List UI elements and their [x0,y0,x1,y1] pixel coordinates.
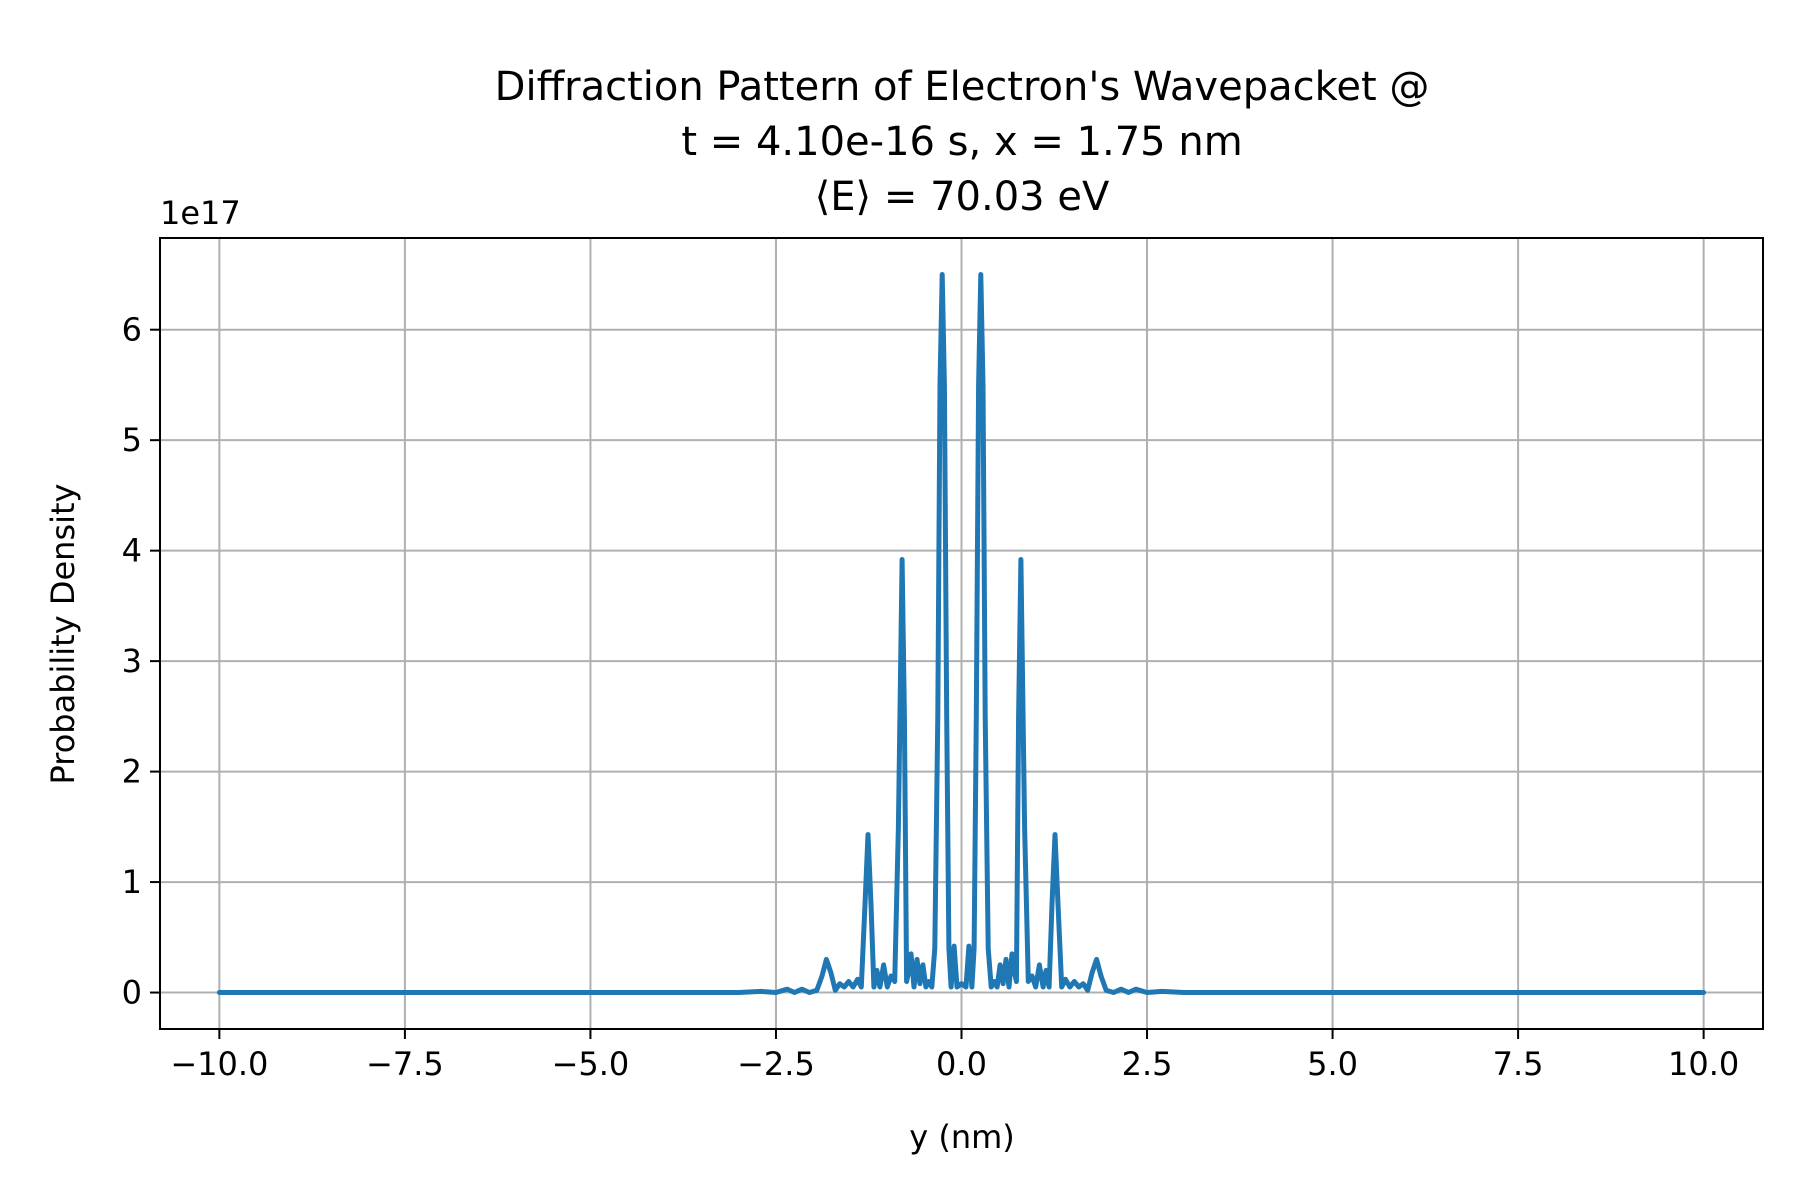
x-tick-label: 2.5 [1122,1045,1173,1083]
y-tick-label: 2 [122,753,142,791]
chart-title-line-3: ⟨E⟩ = 70.03 eV [815,174,1110,220]
y-axis-label: Probability Density [44,484,82,785]
y-tick-label: 0 [122,974,142,1012]
y-tick-label: 5 [122,421,142,459]
x-tick-label: −7.5 [366,1045,444,1083]
chart-title-line-1: Diffraction Pattern of Electron's Wavepa… [495,64,1430,110]
series-layer [216,272,1707,995]
y-tick-label: 4 [122,532,142,570]
x-tick-label: −5.0 [552,1045,630,1083]
x-tick-label: 0.0 [936,1045,987,1083]
chart-title-line-2: t = 4.10e-16 s, x = 1.75 nm [681,119,1242,165]
probability-density-line [216,272,1707,995]
x-tick-label: 5.0 [1307,1045,1358,1083]
x-axis-label: y (nm) [909,1118,1015,1156]
y-tick-label: 3 [122,642,142,680]
y-tick-label: 1 [122,863,142,901]
plot-frame [159,237,1764,1030]
x-tick-label: 10.0 [1668,1045,1739,1083]
y-tick-label: 6 [122,311,142,349]
x-axis-ticks: −10.0 −7.5 −5.0 −2.5 0.0 2.5 5.0 7.5 10.0 [170,1029,1739,1083]
x-tick-label: −10.0 [170,1045,268,1083]
x-tick-label: −2.5 [737,1045,815,1083]
y-offset-label: 1e17 [160,194,241,232]
x-tick-label: 7.5 [1493,1045,1544,1083]
y-axis-ticks: 0 1 2 3 4 5 6 [122,311,160,1012]
